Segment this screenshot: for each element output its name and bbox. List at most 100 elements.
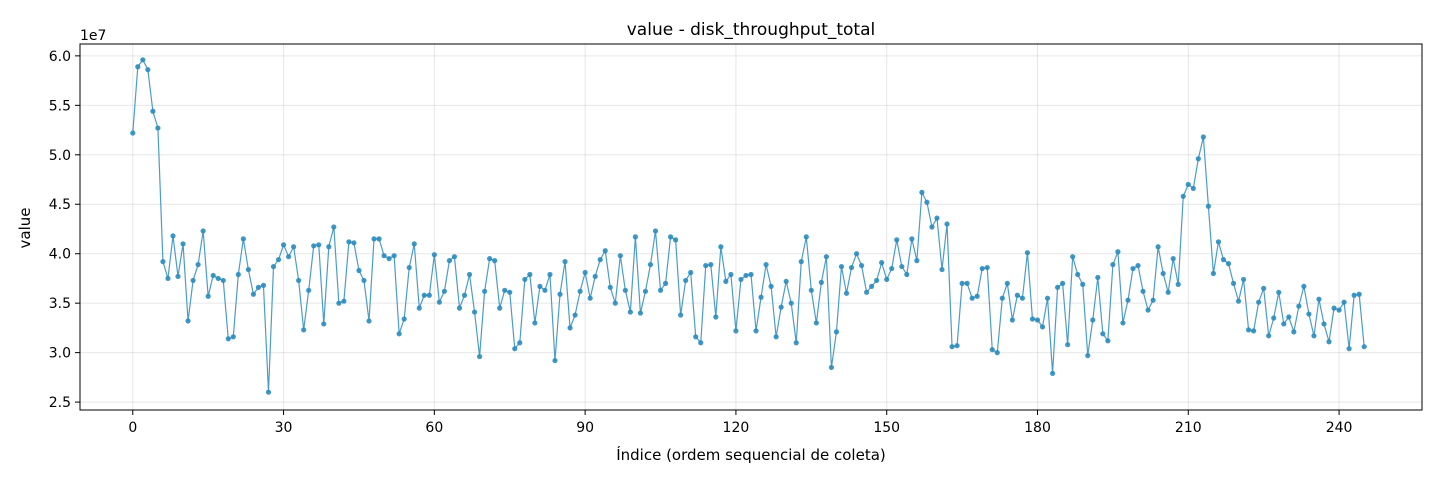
data-point <box>245 266 251 273</box>
data-point <box>401 316 407 322</box>
data-point <box>396 331 402 337</box>
data-point <box>1281 321 1287 327</box>
data-point <box>753 328 759 334</box>
data-point <box>617 253 623 259</box>
data-point <box>391 253 397 259</box>
data-point <box>632 234 639 240</box>
data-point <box>446 258 453 264</box>
x-tick-label: 90 <box>576 420 594 436</box>
y-axis-label: value <box>16 208 34 249</box>
data-point <box>1075 271 1081 278</box>
data-point <box>1291 329 1297 335</box>
data-point <box>1140 288 1146 294</box>
data-point <box>1034 317 1041 323</box>
data-point <box>969 295 975 301</box>
data-point <box>1105 338 1111 344</box>
data-point <box>441 288 447 294</box>
data-point <box>1175 281 1181 287</box>
data-point <box>964 280 970 286</box>
data-point <box>170 233 176 239</box>
data-point <box>974 293 980 299</box>
data-point <box>1230 280 1237 286</box>
data-point <box>688 269 694 276</box>
data-point <box>336 300 342 306</box>
data-point <box>235 271 241 278</box>
data-point <box>1256 299 1262 305</box>
y-tick-label: 4.5 <box>49 197 71 213</box>
y-axis-ticks: 2.5 3.0 3.5 4.0 4.5 5.0 5.5 6.0 <box>49 49 80 411</box>
x-tick-label: 240 <box>1326 420 1353 436</box>
data-point <box>567 325 573 331</box>
data-series <box>130 57 1367 395</box>
data-point <box>1276 289 1282 295</box>
data-point <box>195 261 201 268</box>
data-point <box>874 277 880 284</box>
data-point <box>321 321 327 327</box>
data-point <box>858 262 865 269</box>
data-point <box>667 234 674 240</box>
data-point <box>1185 181 1191 188</box>
data-point <box>250 291 256 297</box>
x-tick-label: 150 <box>873 420 900 436</box>
data-point <box>673 237 679 243</box>
data-point <box>647 261 654 268</box>
data-point <box>954 343 960 349</box>
data-point <box>1055 284 1061 290</box>
data-point <box>1160 270 1166 277</box>
data-point <box>1311 333 1317 339</box>
data-point <box>738 276 744 283</box>
data-point <box>798 259 804 265</box>
data-point <box>1024 250 1031 256</box>
data-point <box>773 334 779 340</box>
data-point <box>1004 280 1010 286</box>
data-point <box>894 237 900 243</box>
data-point <box>1235 298 1242 304</box>
data-point <box>130 130 136 136</box>
data-point <box>371 236 377 242</box>
data-point <box>381 253 387 259</box>
data-point <box>848 264 855 271</box>
data-point <box>984 264 990 271</box>
data-point <box>542 287 548 293</box>
data-point <box>1039 324 1046 330</box>
data-point <box>1331 305 1337 311</box>
data-point <box>1019 295 1026 301</box>
data-point <box>914 258 920 264</box>
data-point <box>678 312 684 318</box>
data-point <box>1301 283 1307 289</box>
data-point <box>899 263 905 270</box>
data-point <box>713 314 719 320</box>
data-point <box>471 309 478 315</box>
x-tick-label: 180 <box>1024 420 1051 436</box>
data-point <box>1246 327 1252 333</box>
data-point <box>833 329 840 335</box>
data-point <box>296 277 302 284</box>
data-point <box>155 125 161 131</box>
data-point <box>708 261 714 268</box>
chart-title: value - disk_throughput_total <box>627 20 876 40</box>
data-point <box>1049 370 1056 376</box>
data-point <box>1296 303 1302 309</box>
data-point <box>416 305 422 311</box>
data-point <box>703 262 709 269</box>
data-point <box>552 357 558 364</box>
data-point <box>1351 292 1357 298</box>
data-point <box>1271 315 1277 321</box>
data-point <box>1115 249 1121 255</box>
data-point <box>1085 352 1091 359</box>
data-point <box>733 328 739 334</box>
data-point <box>1341 299 1347 305</box>
data-point <box>215 275 221 282</box>
data-point <box>693 334 699 340</box>
data-point <box>185 318 191 324</box>
data-point <box>1065 342 1071 348</box>
x-tick-label: 120 <box>723 420 750 436</box>
data-point <box>1200 134 1206 140</box>
y-tick-label: 5.0 <box>49 148 71 164</box>
data-point <box>301 327 307 333</box>
data-point <box>547 271 553 278</box>
data-point <box>497 305 503 311</box>
y-tick-label: 3.5 <box>49 296 71 312</box>
data-point <box>532 320 538 326</box>
data-point <box>366 318 372 324</box>
